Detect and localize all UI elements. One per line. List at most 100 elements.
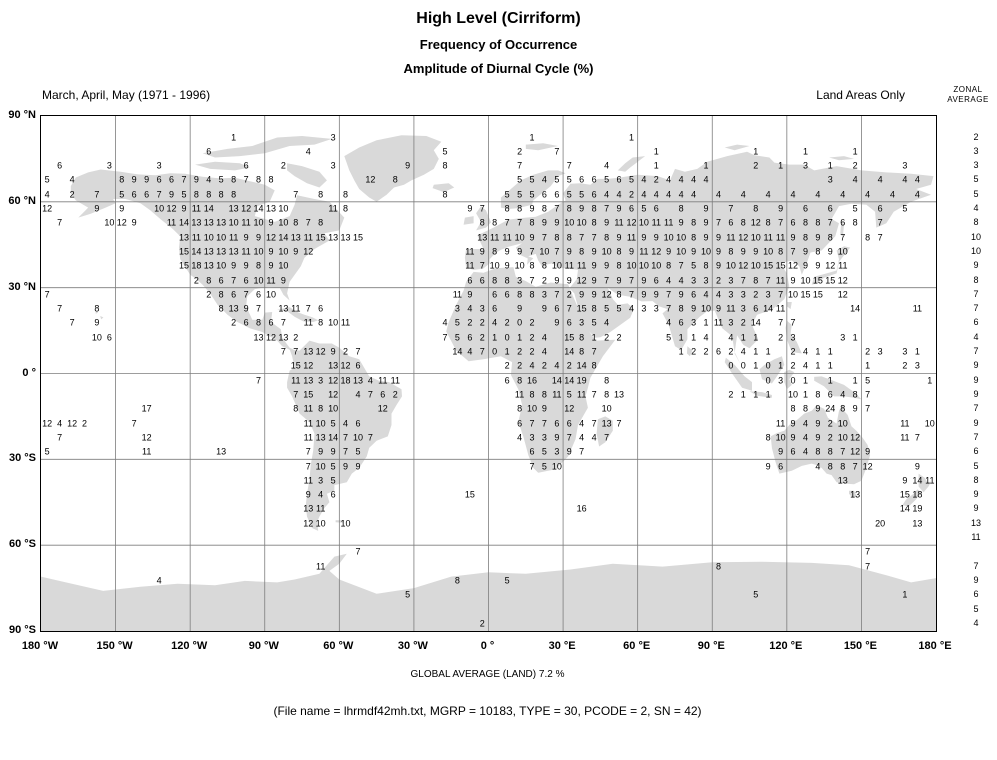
grid-value: 4 bbox=[802, 446, 809, 457]
grid-value: 7 bbox=[504, 217, 510, 228]
grid-value: 1 bbox=[852, 375, 858, 386]
grid-value: 11 bbox=[564, 260, 574, 271]
grid-value: 10 bbox=[837, 246, 848, 257]
grid-value: 7 bbox=[479, 260, 485, 271]
grid-value: 10 bbox=[265, 289, 277, 300]
grid-value: 7 bbox=[367, 432, 373, 443]
grid-value: 12 bbox=[116, 217, 127, 228]
grid-value: 12 bbox=[303, 246, 314, 257]
grid-value: 14 bbox=[551, 375, 562, 386]
landmass bbox=[287, 340, 402, 531]
grid-value: 15 bbox=[352, 232, 364, 243]
grid-value: 6 bbox=[653, 203, 659, 214]
grid-value: 5 bbox=[541, 446, 547, 457]
grid-value: 8 bbox=[554, 232, 560, 243]
grid-value: 1 bbox=[753, 146, 759, 157]
zonal-average-value: 7 bbox=[973, 288, 979, 299]
grid-value: 11 bbox=[775, 303, 786, 314]
grid-value: 1 bbox=[691, 332, 697, 343]
grid-value: 4 bbox=[815, 461, 821, 471]
lon-axis-label: 0 ° bbox=[480, 640, 495, 652]
grid-value: 2 bbox=[529, 332, 535, 343]
grid-value: 7 bbox=[628, 289, 635, 300]
grid-value: 14 bbox=[564, 346, 575, 357]
grid-value: 13 bbox=[328, 232, 339, 243]
grid-value: 14 bbox=[278, 232, 289, 243]
grid-value: 7 bbox=[865, 561, 871, 572]
grid-value: 2 bbox=[479, 317, 485, 328]
grid-value: 12 bbox=[365, 174, 376, 185]
grid-value: 4 bbox=[591, 432, 597, 443]
grid-value: 11 bbox=[577, 260, 587, 271]
zonal-average-value: 8 bbox=[973, 474, 979, 485]
grid-value: 0 bbox=[492, 346, 498, 357]
lon-axis-label: 60 °W bbox=[323, 640, 354, 652]
grid-value: 7 bbox=[57, 432, 63, 443]
grid-value: 10 bbox=[638, 260, 649, 271]
lon-axis-label: 60 °E bbox=[623, 640, 651, 652]
landmass bbox=[840, 219, 844, 238]
grid-value: 8 bbox=[827, 461, 833, 471]
grid-value: 11 bbox=[266, 275, 276, 285]
grid-value: 1 bbox=[753, 389, 759, 400]
grid-value: 7 bbox=[778, 217, 784, 228]
grid-value: 8 bbox=[119, 174, 125, 185]
grid-value: 7 bbox=[280, 317, 286, 328]
grid-value: 11 bbox=[838, 260, 848, 271]
grid-value: 9 bbox=[541, 303, 547, 314]
grid-value: 6 bbox=[678, 317, 684, 328]
grid-value: 7 bbox=[367, 389, 373, 400]
grid-value: 13 bbox=[303, 346, 314, 357]
grid-value: 10 bbox=[787, 389, 799, 400]
grid-value: 12 bbox=[328, 375, 339, 386]
grid-value: 6 bbox=[691, 289, 697, 300]
grid-value: 8 bbox=[591, 203, 597, 214]
grid-value: 9 bbox=[653, 232, 659, 243]
landmass bbox=[749, 391, 772, 398]
grid-value: 8 bbox=[790, 403, 796, 414]
grid-value: 6 bbox=[131, 189, 137, 200]
grid-value: 10 bbox=[576, 217, 587, 228]
grid-value: 6 bbox=[790, 217, 796, 228]
grid-value: 8 bbox=[517, 403, 523, 414]
grid-value: 6 bbox=[168, 174, 175, 185]
grid-value: 6 bbox=[380, 389, 386, 400]
grid-value: 8 bbox=[206, 189, 212, 200]
zonal-average-value: 5 bbox=[973, 460, 979, 471]
grid-value: 2 bbox=[193, 275, 199, 285]
lat-axis-label: 0 ° bbox=[22, 366, 36, 379]
grid-value: 10 bbox=[203, 232, 214, 243]
grid-value: 9 bbox=[753, 246, 759, 257]
grid-value: 11 bbox=[241, 217, 251, 228]
grid-value: 4 bbox=[616, 189, 622, 200]
grid-value: 9 bbox=[517, 246, 523, 257]
grid-value: 7 bbox=[591, 346, 597, 357]
grid-value: 7 bbox=[529, 275, 535, 285]
grid-value: 7 bbox=[517, 160, 523, 171]
landmass bbox=[202, 136, 332, 158]
grid-value: 9 bbox=[591, 246, 597, 257]
grid-value: 9 bbox=[815, 432, 821, 443]
grid-value: 10 bbox=[837, 418, 848, 429]
grid-value: 11 bbox=[775, 275, 786, 285]
grid-value: 9 bbox=[467, 289, 473, 300]
grid-value: 11 bbox=[303, 418, 313, 429]
landmass bbox=[476, 206, 491, 231]
grid-value: 6 bbox=[268, 317, 274, 328]
grid-value: 1 bbox=[765, 346, 771, 357]
grid-value: 7 bbox=[566, 303, 572, 314]
grid-value: 14 bbox=[191, 246, 202, 257]
zonal-average-value: 8 bbox=[973, 274, 979, 285]
grid-value: 9 bbox=[778, 446, 784, 457]
grid-value: 6 bbox=[753, 303, 759, 314]
grid-value: 6 bbox=[827, 203, 833, 214]
global-average-label: GLOBAL AVERAGE (LAND) 7.2 % bbox=[410, 669, 565, 680]
grid-value: 11 bbox=[552, 389, 562, 400]
grid-value: 10 bbox=[750, 232, 761, 243]
grid-value: 8 bbox=[342, 189, 349, 200]
grid-value: 9 bbox=[815, 418, 821, 429]
grid-value: 10 bbox=[700, 246, 712, 257]
grid-value: 16 bbox=[576, 503, 587, 514]
grid-value: 20 bbox=[875, 518, 886, 529]
grid-value: 7 bbox=[554, 289, 560, 300]
